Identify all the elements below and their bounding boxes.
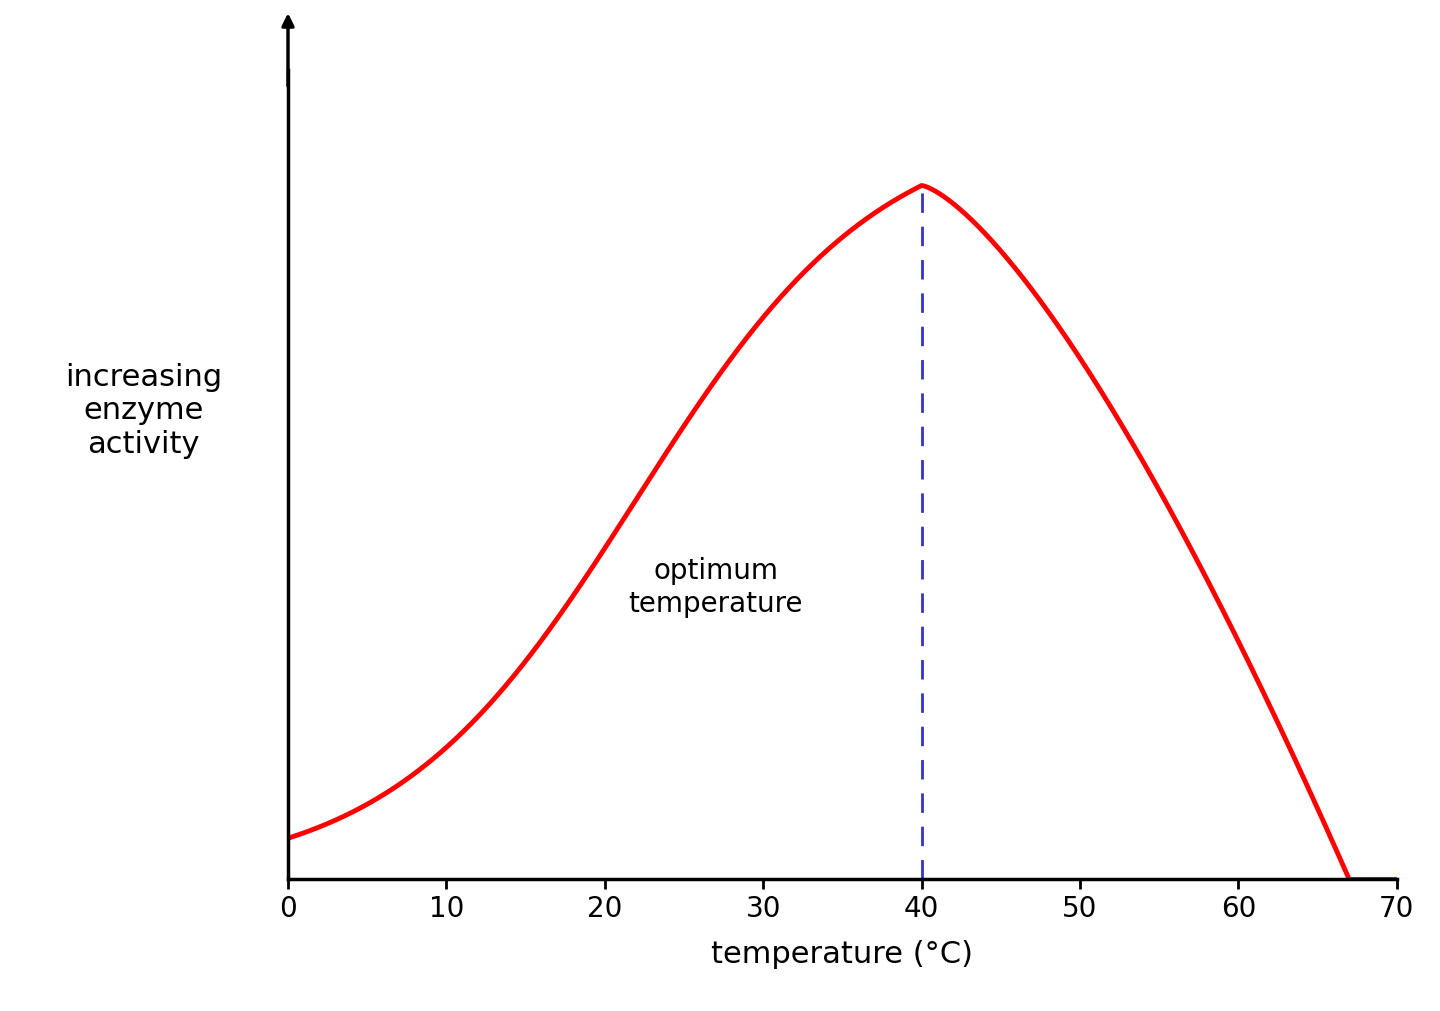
X-axis label: temperature (°C): temperature (°C) (711, 939, 973, 968)
Y-axis label: increasing
enzyme
activity: increasing enzyme activity (65, 362, 222, 459)
Text: optimum
temperature: optimum temperature (628, 557, 804, 617)
